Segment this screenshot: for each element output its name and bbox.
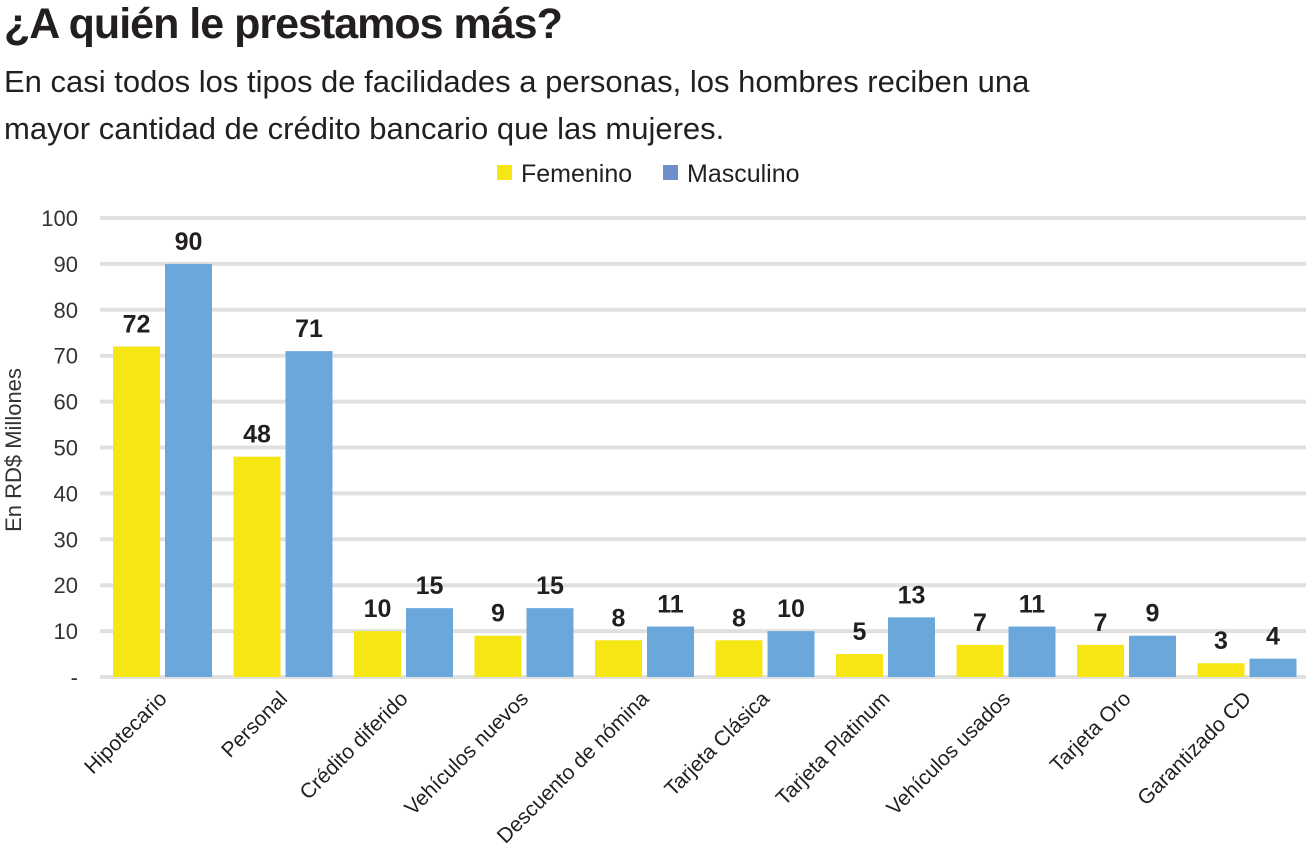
data-label: 9 <box>1146 600 1160 628</box>
bar-masculino <box>888 617 935 677</box>
data-labels: 72 90 48 71 10 15 9 15 8 11 8 10 5 13 7 11 7 9 3 4 <box>123 228 1280 655</box>
x-tick-label: Tarjeta Platinum <box>772 687 895 810</box>
bars <box>113 263 1297 677</box>
bar-masculino <box>1008 626 1056 677</box>
bar-masculino <box>1249 658 1297 677</box>
chart-subtitle: En casi todos los tipos de facilidades a… <box>4 64 1030 146</box>
data-label: 10 <box>777 595 805 623</box>
x-tick-label: Personal <box>217 687 292 762</box>
data-label: 71 <box>295 315 323 343</box>
bar-femenino <box>354 631 401 677</box>
legend-label-masculino: Masculino <box>687 160 800 188</box>
x-tick-label: Vehículos usados <box>882 687 1015 820</box>
y-tick-label: 30 <box>54 527 78 552</box>
data-label: 15 <box>416 572 444 600</box>
data-label: 8 <box>612 604 626 632</box>
bar-femenino <box>595 640 642 677</box>
bar-masculino <box>406 608 453 677</box>
bar-femenino <box>956 644 1004 677</box>
y-tick-label: 20 <box>54 573 78 598</box>
bar-femenino <box>1077 644 1124 677</box>
chart-title: ¿A quién le prestamos más? <box>4 0 563 48</box>
legend: Femenino Masculino <box>497 160 800 188</box>
y-tick-label: - <box>71 665 78 690</box>
y-tick-label: 90 <box>54 252 78 277</box>
data-label: 11 <box>1019 591 1046 619</box>
y-tick-label: 50 <box>54 436 78 461</box>
y-tick-label: 10 <box>54 619 78 644</box>
data-label: 48 <box>243 421 271 449</box>
data-label: 10 <box>364 595 392 623</box>
y-tick-label: 70 <box>54 344 78 369</box>
data-label: 3 <box>1214 627 1228 655</box>
data-label: 4 <box>1266 623 1280 651</box>
data-label: 5 <box>853 618 867 646</box>
y-axis-ticks: - 10 20 30 40 50 60 70 80 90 100 <box>41 206 78 690</box>
data-label: 8 <box>732 604 746 632</box>
y-tick-label: 80 <box>54 298 78 323</box>
bar-femenino <box>113 346 160 677</box>
gridlines <box>100 216 1306 679</box>
x-tick-label: Vehículos nuevos <box>400 687 533 820</box>
data-label: 72 <box>123 311 151 339</box>
data-label: 7 <box>973 609 987 637</box>
bar-masculino <box>767 631 815 677</box>
y-tick-label: 60 <box>54 390 78 415</box>
bar-masculino <box>647 626 694 677</box>
bar-masculino <box>526 608 574 677</box>
bar-masculino <box>1129 635 1176 677</box>
bar-masculino <box>285 351 333 677</box>
legend-label-femenino: Femenino <box>521 160 632 188</box>
bar-masculino <box>165 263 212 677</box>
data-label: 90 <box>175 228 203 256</box>
legend-swatch-femenino <box>497 165 512 180</box>
y-tick-label: 40 <box>54 481 78 506</box>
x-tick-label: Crédito diferido <box>296 687 413 804</box>
data-label: 11 <box>657 591 684 619</box>
bar-femenino <box>474 635 522 677</box>
data-label: 13 <box>898 581 926 609</box>
x-axis-labels: Hipotecario Personal Crédito diferidoVehíc… <box>80 687 1256 848</box>
x-tick-label: Garantizado CD <box>1133 687 1256 810</box>
y-tick-label: 100 <box>41 206 78 231</box>
x-tick-label: Hipotecario <box>80 687 171 778</box>
data-label: 15 <box>536 572 564 600</box>
bar-femenino <box>1197 663 1245 677</box>
bar-femenino <box>715 640 763 677</box>
x-tick-label: Tarjeta Clásica <box>660 687 774 801</box>
y-axis-label: En RD$ Millones <box>1 368 26 532</box>
data-label: 7 <box>1094 609 1108 637</box>
x-tick-label: Tarjeta Oro <box>1046 687 1136 777</box>
bar-femenino <box>836 654 883 677</box>
bar-femenino <box>233 456 281 677</box>
legend-swatch-masculino <box>663 165 678 180</box>
data-label: 9 <box>491 600 505 628</box>
